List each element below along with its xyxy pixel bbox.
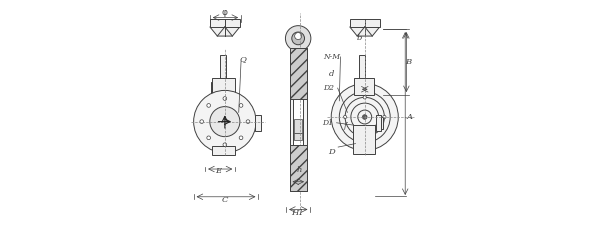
Text: C: C <box>221 196 228 204</box>
Circle shape <box>200 120 203 124</box>
Circle shape <box>239 136 243 140</box>
Text: f: f <box>344 122 347 130</box>
Circle shape <box>246 120 250 124</box>
Bar <box>212 146 235 155</box>
Bar <box>293 94 304 145</box>
Bar <box>376 115 382 131</box>
Bar <box>290 48 307 191</box>
Text: h: h <box>296 166 302 174</box>
Bar <box>212 78 235 108</box>
Bar <box>290 48 307 99</box>
Bar <box>355 78 374 95</box>
Circle shape <box>343 115 347 119</box>
Text: d: d <box>329 70 334 78</box>
Text: D1: D1 <box>322 119 333 127</box>
Circle shape <box>363 96 367 99</box>
Circle shape <box>194 90 256 153</box>
Text: E: E <box>215 167 221 175</box>
Polygon shape <box>210 27 240 36</box>
Circle shape <box>292 32 305 45</box>
Bar <box>219 80 227 94</box>
Circle shape <box>331 84 398 150</box>
Circle shape <box>239 104 243 107</box>
Circle shape <box>362 115 367 119</box>
Text: D: D <box>328 148 335 156</box>
Bar <box>294 133 302 140</box>
Text: B: B <box>406 58 412 66</box>
Bar <box>211 82 212 103</box>
Circle shape <box>207 136 211 140</box>
Text: D2: D2 <box>323 84 334 92</box>
Circle shape <box>207 104 211 107</box>
Circle shape <box>223 143 227 146</box>
Bar <box>382 117 383 128</box>
Bar <box>210 19 240 27</box>
Circle shape <box>383 115 386 119</box>
Text: b: b <box>356 34 362 42</box>
Circle shape <box>286 26 311 51</box>
Polygon shape <box>350 27 380 36</box>
Bar <box>220 55 226 85</box>
Text: A: A <box>407 113 413 121</box>
Text: φ: φ <box>222 8 228 18</box>
Circle shape <box>295 33 302 40</box>
Bar <box>350 19 380 27</box>
Text: H1: H1 <box>292 209 304 217</box>
Bar <box>255 115 260 131</box>
Bar <box>290 145 307 191</box>
Bar <box>358 80 367 94</box>
Bar <box>353 125 375 154</box>
Bar <box>359 55 365 85</box>
Circle shape <box>223 97 227 100</box>
Circle shape <box>363 135 367 138</box>
Text: N-M: N-M <box>323 53 340 61</box>
Circle shape <box>210 107 240 137</box>
Text: Q: Q <box>240 55 247 63</box>
Bar <box>294 119 302 133</box>
